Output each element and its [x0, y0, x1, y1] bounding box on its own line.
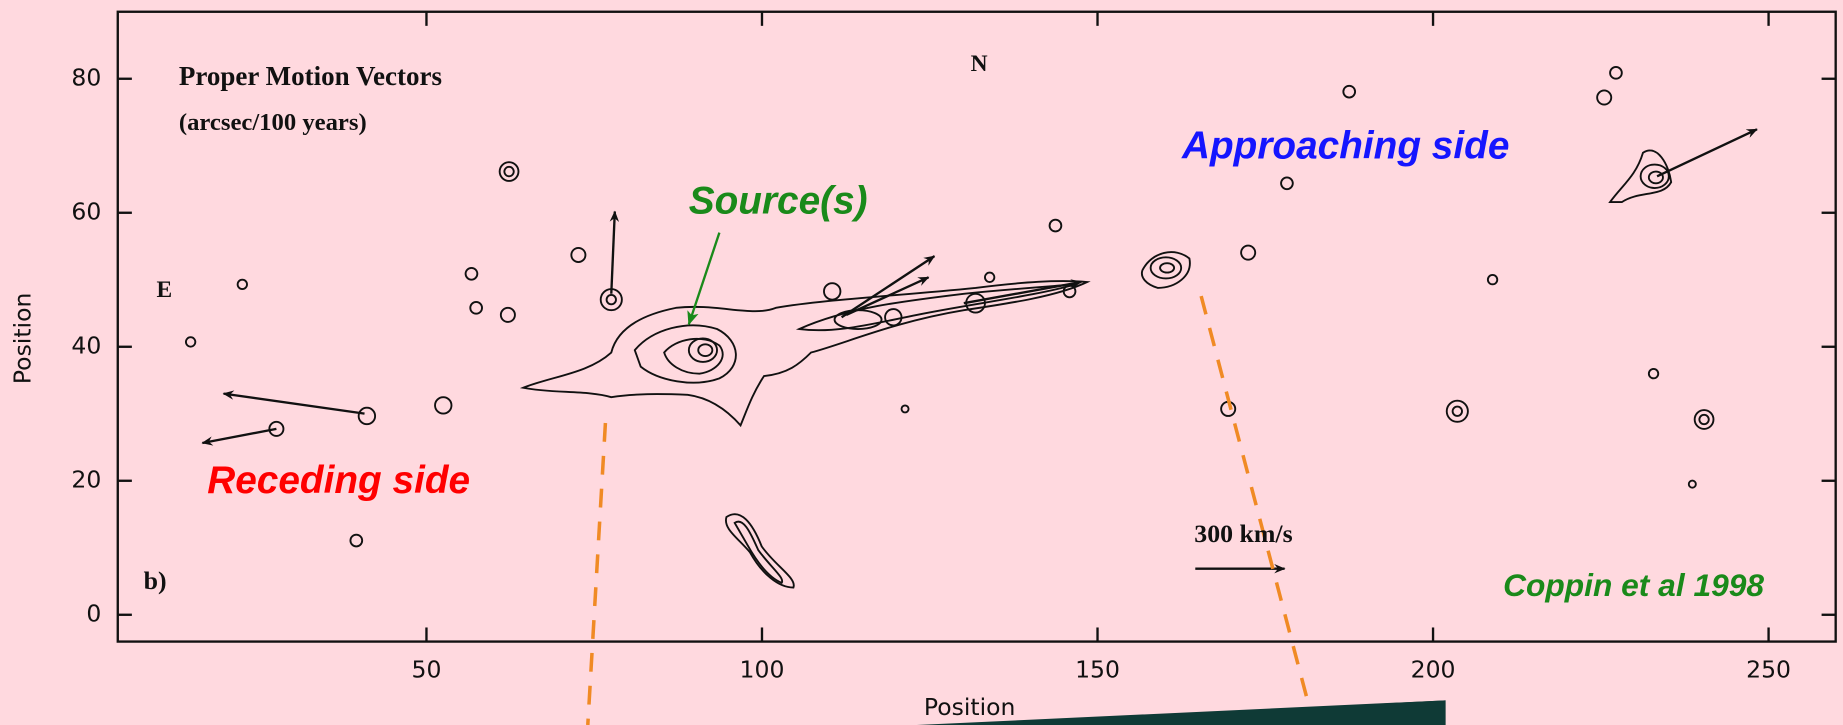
x-tick-label: 250 — [1746, 655, 1791, 683]
credit: Coppin et al 1998 — [1503, 567, 1764, 603]
y-tick-label: 60 — [71, 197, 101, 225]
receding-label: Receding side — [207, 459, 470, 502]
y-axis-label: Position — [8, 293, 36, 384]
figure: Proper Motion Vectors (arcsec/100 years)… — [0, 0, 1843, 725]
y-tick-label: 80 — [71, 63, 101, 91]
source-label: Source(s) — [689, 180, 868, 223]
panel-title: Proper Motion Vectors — [179, 61, 442, 91]
scale-bar-label: 300 km/s — [1194, 519, 1292, 548]
y-tick-label: 0 — [86, 599, 101, 627]
y-tick-label: 20 — [71, 465, 101, 493]
x-tick-label: 200 — [1411, 655, 1456, 683]
x-tick-label: 50 — [412, 655, 442, 683]
panel-label: b) — [144, 566, 167, 595]
units: (arcsec/100 years) — [179, 109, 367, 136]
north-label: N — [971, 51, 988, 77]
x-tick-label: 150 — [1075, 655, 1120, 683]
y-tick-label: 40 — [71, 331, 101, 359]
x-tick-label: 100 — [740, 655, 785, 683]
approaching-label: Approaching side — [1181, 124, 1509, 167]
x-axis-label: Position — [924, 693, 1016, 721]
east-label: E — [157, 277, 173, 303]
